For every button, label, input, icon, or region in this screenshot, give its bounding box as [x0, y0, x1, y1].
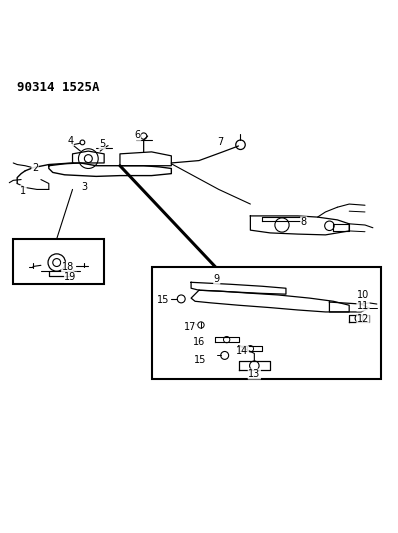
- Text: 18: 18: [62, 262, 74, 272]
- Text: 12: 12: [357, 313, 369, 324]
- Text: 4: 4: [68, 136, 74, 146]
- Bar: [152, 266, 381, 379]
- Text: 8: 8: [300, 217, 307, 227]
- Bar: [13, 239, 104, 284]
- Text: 16: 16: [193, 337, 205, 348]
- Text: 11: 11: [357, 301, 369, 311]
- Text: 6: 6: [135, 130, 141, 140]
- Text: 14: 14: [236, 346, 249, 357]
- Text: 19: 19: [64, 272, 77, 282]
- Text: 13: 13: [248, 369, 260, 379]
- Text: 17: 17: [184, 321, 197, 332]
- Text: 3: 3: [81, 182, 88, 192]
- Text: 10: 10: [357, 290, 369, 300]
- Text: 90314 1525A: 90314 1525A: [17, 80, 100, 94]
- Text: 5: 5: [99, 139, 105, 149]
- Text: 2: 2: [32, 164, 38, 173]
- Text: 15: 15: [157, 295, 170, 305]
- Text: 15: 15: [193, 355, 206, 365]
- Text: 7: 7: [218, 137, 224, 147]
- Text: 9: 9: [214, 274, 220, 284]
- Text: 1: 1: [20, 185, 26, 196]
